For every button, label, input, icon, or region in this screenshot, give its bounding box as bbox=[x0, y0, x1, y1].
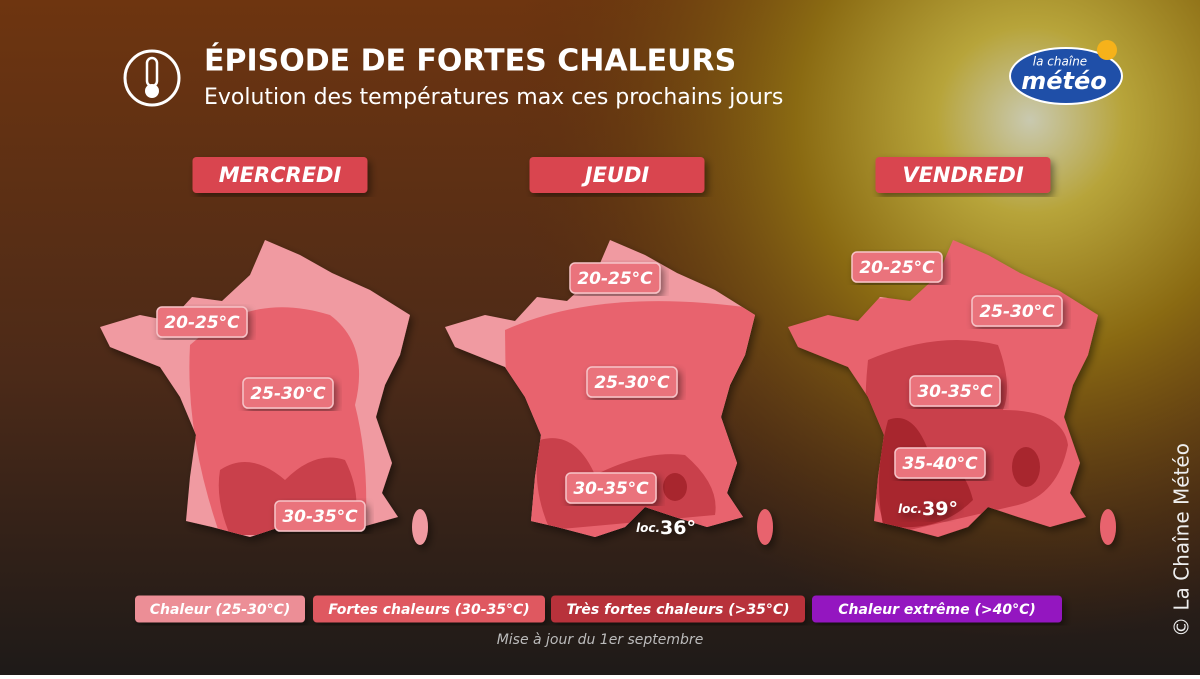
local-prefix: loc. bbox=[898, 502, 922, 516]
subtitle: Evolution des températures max ces proch… bbox=[204, 85, 783, 110]
zone-label-text: 25-30°C bbox=[594, 373, 670, 393]
zone-35-40b bbox=[1012, 447, 1040, 487]
zone-label: 25-30°C bbox=[586, 366, 678, 398]
header: ÉPISODE DE FORTES CHALEURS Evolution des… bbox=[123, 43, 783, 110]
day-label-bg bbox=[875, 157, 1051, 193]
local-max: loc.36° bbox=[636, 517, 696, 539]
day-label-text: VENDREDI bbox=[902, 163, 1024, 187]
zone-label: 25-30°C bbox=[971, 295, 1063, 327]
copyright: © La Chaîne Météo bbox=[1170, 443, 1194, 637]
day-label: MERCREDI bbox=[192, 157, 368, 193]
legend-item-bg bbox=[551, 595, 805, 623]
zone-label-text: 20-25°C bbox=[859, 258, 935, 278]
local-max: loc.39° bbox=[898, 498, 958, 520]
zone-label: 20-25°C bbox=[851, 251, 943, 283]
zone-label: 25-30°C bbox=[242, 377, 334, 409]
logo-sun bbox=[1097, 40, 1117, 60]
zone-label-bg bbox=[894, 447, 986, 479]
legend-item-text: Chaleur (25-30°C) bbox=[150, 602, 291, 618]
zone-label-text: 25-30°C bbox=[979, 302, 1055, 322]
legend-item: Très fortes chaleurs (>35°C) bbox=[551, 595, 805, 623]
local-value: 39° bbox=[922, 498, 958, 520]
zone-label-bg bbox=[971, 295, 1063, 327]
title: ÉPISODE DE FORTES CHALEURS bbox=[204, 43, 736, 79]
corsica bbox=[757, 509, 773, 545]
zone-label-bg bbox=[565, 472, 657, 504]
update-note: Mise à jour du 1er septembre bbox=[497, 632, 704, 648]
zone-label-text: 20-25°C bbox=[577, 269, 653, 289]
zone-label-text: 20-25°C bbox=[164, 313, 240, 333]
zone-label-bg bbox=[569, 262, 661, 294]
logo-badge bbox=[1009, 47, 1123, 105]
zone-label: 30-35°C bbox=[274, 500, 366, 532]
legend-item-text: Fortes chaleurs (30-35°C) bbox=[328, 602, 529, 618]
icon-bulb bbox=[145, 84, 159, 98]
day-label: VENDREDI bbox=[875, 157, 1051, 193]
zone-35 bbox=[663, 473, 687, 501]
legend-item-bg bbox=[313, 595, 545, 623]
local-value: 36° bbox=[660, 517, 696, 539]
day-label-bg bbox=[192, 157, 368, 193]
zone-label-bg bbox=[156, 306, 248, 338]
labels: MERCREDI JEUDI VENDREDI 20-25°C 25-30°C 30-35… bbox=[135, 157, 1063, 623]
zone-label-text: 30-35°C bbox=[917, 382, 993, 402]
logo-line2: météo bbox=[1021, 67, 1107, 95]
zone-label-bg bbox=[242, 377, 334, 409]
legend-item: Chaleur extrême (>40°C) bbox=[812, 595, 1062, 623]
legend-item: Fortes chaleurs (30-35°C) bbox=[313, 595, 545, 623]
zone-label: 30-35°C bbox=[909, 375, 1001, 407]
legend-item-text: Chaleur extrême (>40°C) bbox=[838, 602, 1036, 618]
corsica bbox=[1100, 509, 1116, 545]
zone-label: 20-25°C bbox=[156, 306, 248, 338]
zone-label-text: 35-40°C bbox=[902, 454, 978, 474]
zone-label-bg bbox=[274, 500, 366, 532]
legend-item-bg bbox=[812, 595, 1062, 623]
day-label-text: JEUDI bbox=[581, 163, 650, 187]
legend-item: Chaleur (25-30°C) bbox=[135, 595, 305, 623]
zone-label-bg bbox=[909, 375, 1001, 407]
zone-label-text: 30-35°C bbox=[282, 507, 358, 527]
zone-label-bg bbox=[851, 251, 943, 283]
zone-label: 30-35°C bbox=[565, 472, 657, 504]
zone-label: 20-25°C bbox=[569, 262, 661, 294]
local-prefix: loc. bbox=[636, 521, 660, 535]
day-label: JEUDI bbox=[529, 157, 705, 193]
zone-label-text: 25-30°C bbox=[250, 384, 326, 404]
legend-item-text: Très fortes chaleurs (>35°C) bbox=[567, 602, 790, 618]
icon-circle bbox=[123, 49, 181, 107]
zone-label-bg bbox=[586, 366, 678, 398]
day-label-text: MERCREDI bbox=[219, 163, 342, 187]
logo: la chaîne météo bbox=[1009, 40, 1123, 105]
day-label-bg bbox=[529, 157, 705, 193]
corsica bbox=[412, 509, 428, 545]
zone-label-text: 30-35°C bbox=[573, 479, 649, 499]
legend-item-bg bbox=[135, 595, 305, 623]
zone-label: 35-40°C bbox=[894, 447, 986, 479]
logo-line1: la chaîne bbox=[1033, 55, 1087, 69]
